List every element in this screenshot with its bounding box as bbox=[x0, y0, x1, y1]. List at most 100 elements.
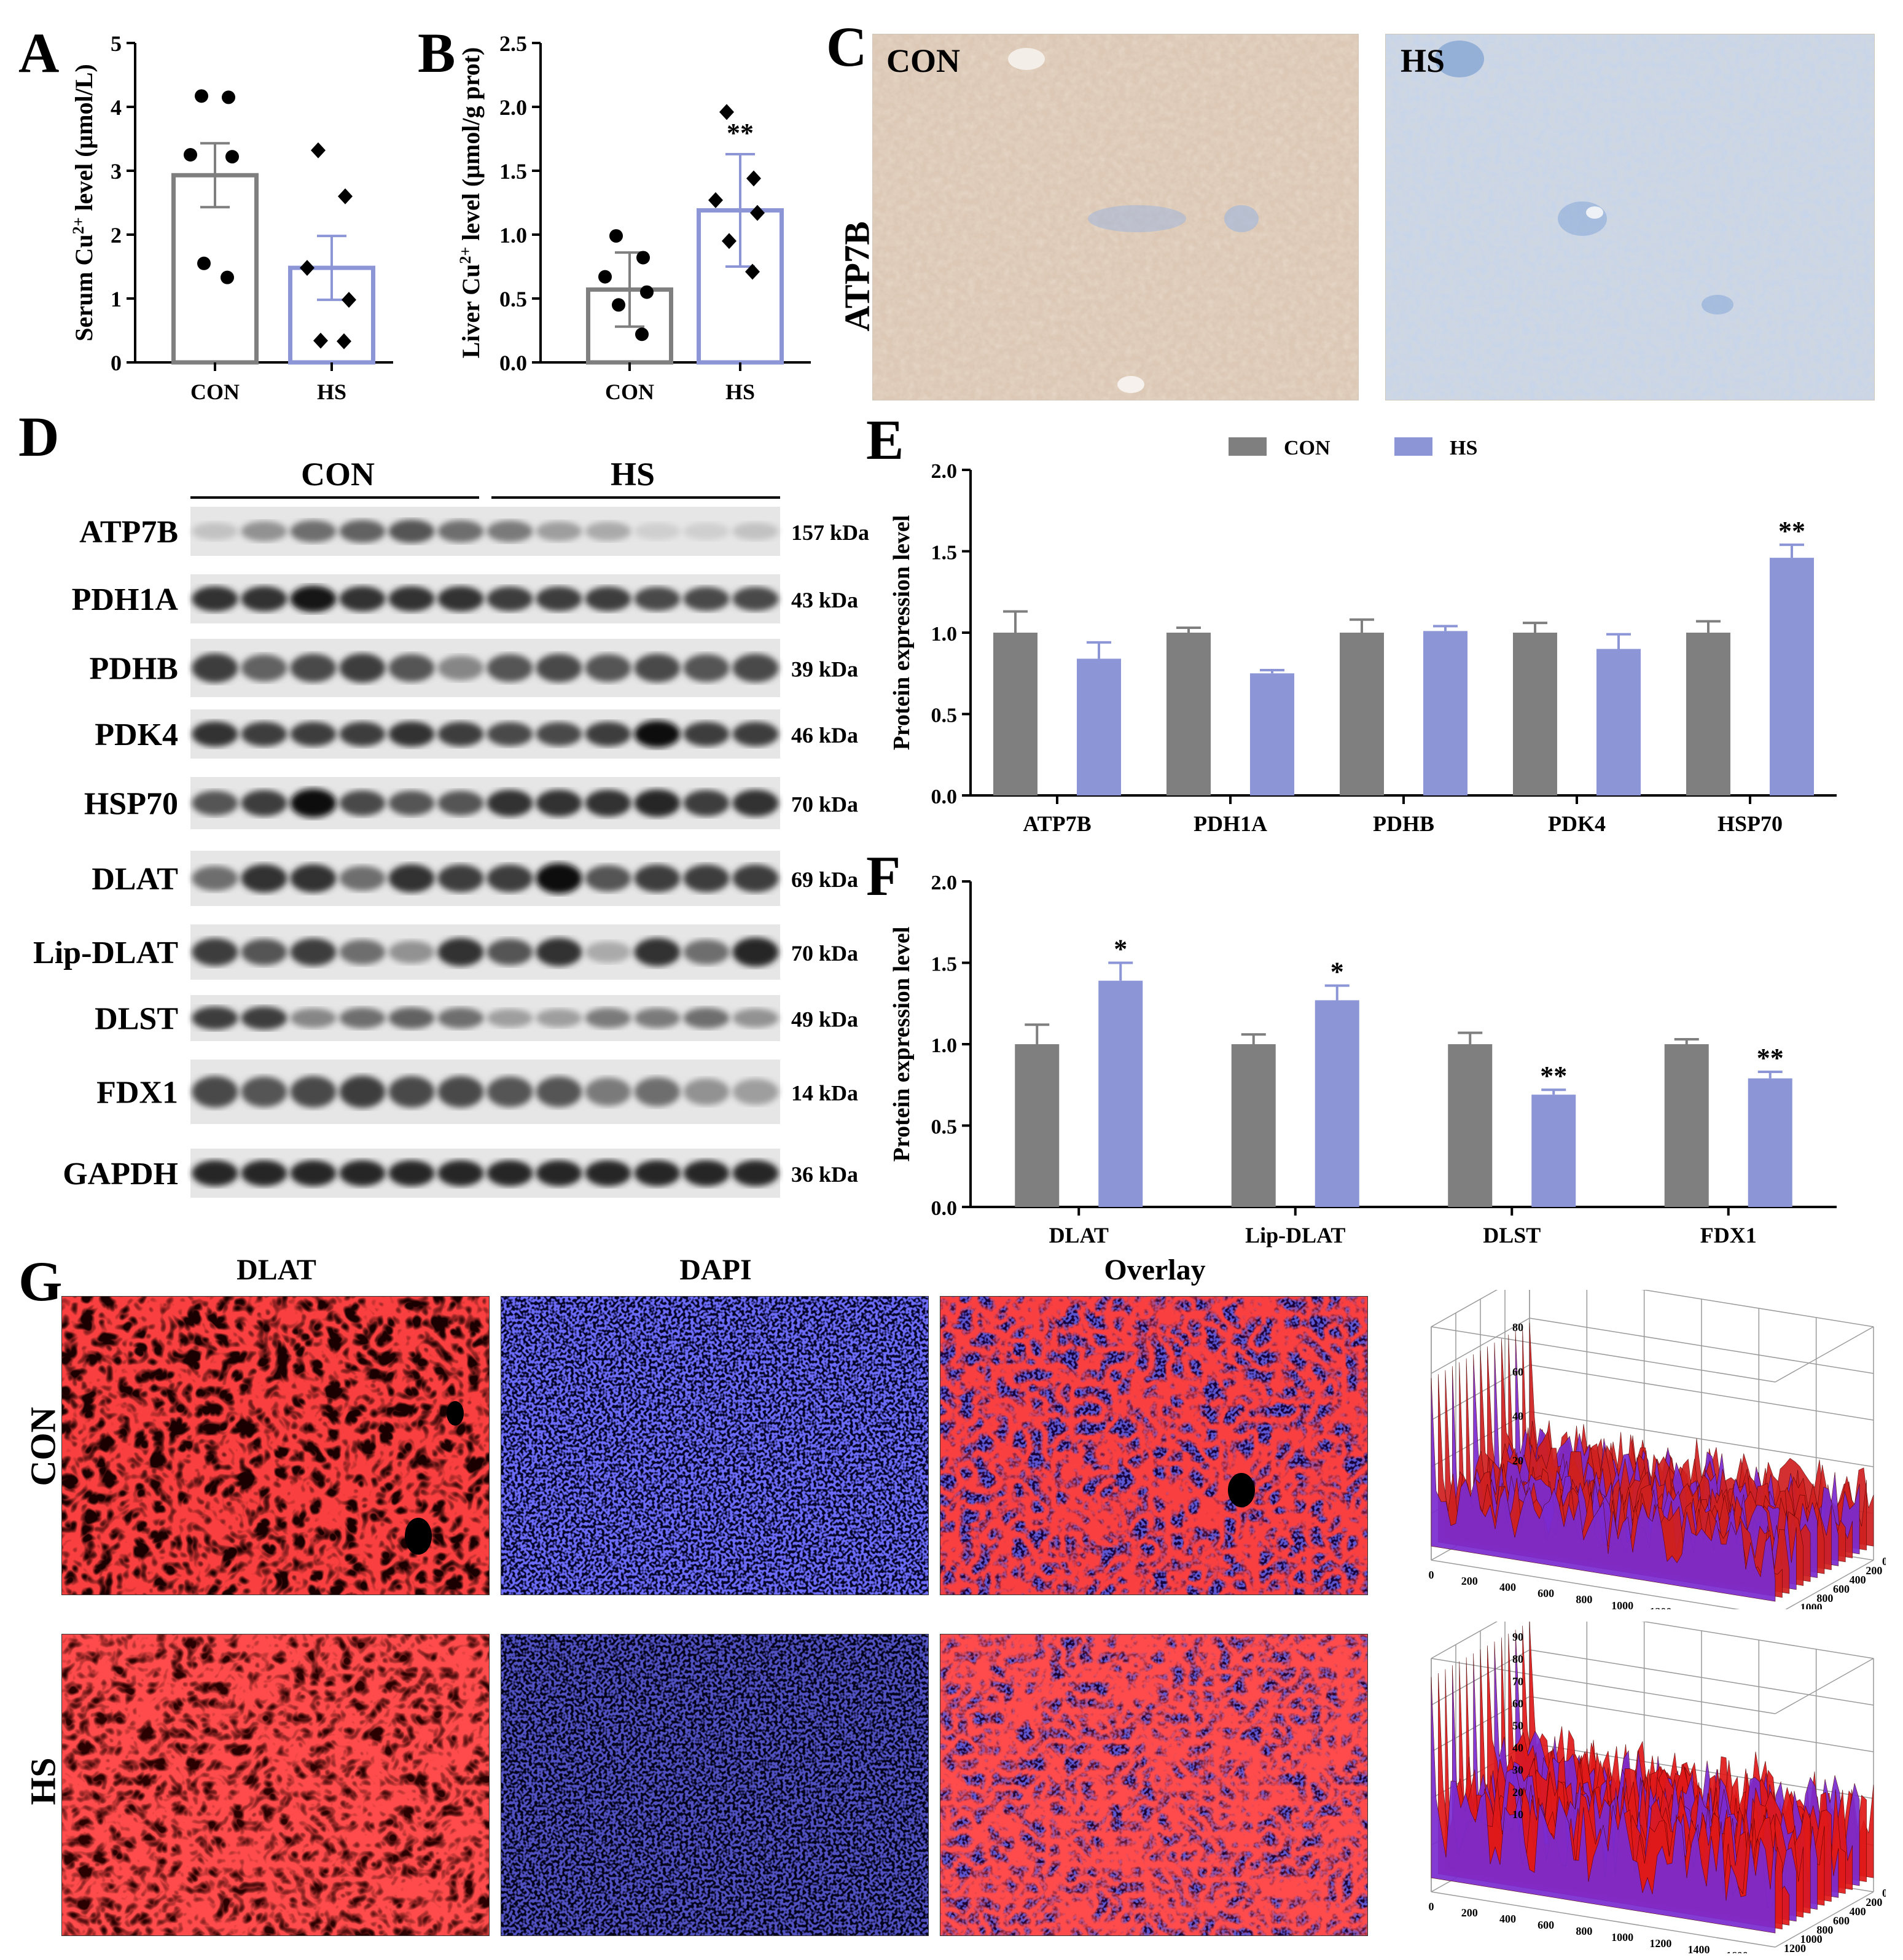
bar bbox=[1513, 633, 1557, 795]
blot-band bbox=[486, 520, 533, 542]
chart-liver-cu: 0.0 0.5 1.0 1.5 2.0 2.5 Liver Cu2+ level (μmol… bbox=[456, 31, 811, 404]
data-point bbox=[708, 192, 723, 208]
blot-band bbox=[486, 587, 533, 611]
y-tick-label: 1.0 bbox=[931, 1034, 958, 1057]
blot-band bbox=[192, 586, 238, 612]
x-tick-label: CON bbox=[190, 380, 240, 404]
y-tick-label: 0.5 bbox=[931, 705, 958, 727]
chart-protein-expression-e: 0.0 0.5 1.0 1.5 2.0 Protein expression level A… bbox=[889, 437, 1837, 836]
blot-band bbox=[388, 791, 435, 816]
x-tick-label: CON bbox=[605, 380, 654, 404]
blot-membrane bbox=[190, 851, 780, 906]
if-col-label-dapi: DAPI bbox=[679, 1254, 752, 1286]
blot-band bbox=[388, 940, 435, 964]
blot-band bbox=[732, 937, 779, 967]
y-tick-label: 1200 bbox=[1784, 1942, 1806, 1953]
blot-band bbox=[634, 937, 681, 967]
z-tick-label: 20 bbox=[1512, 1786, 1523, 1798]
blot-band bbox=[388, 864, 435, 893]
blot-band bbox=[192, 1006, 238, 1030]
bar bbox=[1448, 1044, 1493, 1207]
blot-band bbox=[683, 654, 730, 682]
data-point bbox=[197, 256, 211, 270]
y-tick-label: 0.5 bbox=[931, 1116, 958, 1139]
blot-band bbox=[339, 865, 386, 891]
data-point bbox=[746, 170, 761, 187]
x-tick-label: 800 bbox=[1576, 1593, 1592, 1606]
blot-band bbox=[634, 864, 681, 892]
data-point bbox=[342, 292, 356, 308]
y-tick-label: 1.0 bbox=[499, 223, 527, 248]
if-hs-overlay bbox=[940, 1634, 1368, 1936]
blot-band bbox=[634, 523, 681, 540]
blot-band bbox=[585, 789, 631, 817]
blot-band bbox=[634, 587, 681, 611]
blot-band bbox=[241, 521, 287, 542]
significance-mark: ** bbox=[1778, 516, 1805, 546]
bar bbox=[1423, 631, 1467, 795]
ihc-hs-label: HS bbox=[1401, 42, 1445, 79]
if-con-dapi bbox=[501, 1296, 929, 1595]
blot-membrane bbox=[190, 507, 780, 556]
bar bbox=[1748, 1078, 1792, 1207]
x-tick-label: PDHB bbox=[1373, 811, 1434, 836]
blot-size-label: 14 kDa bbox=[791, 1081, 858, 1106]
blot-band bbox=[388, 1160, 435, 1186]
blot-size-label: 70 kDa bbox=[791, 941, 858, 966]
data-point bbox=[300, 260, 315, 276]
y-tick-label: 5 bbox=[111, 31, 122, 56]
x-tick-label: PDK4 bbox=[1548, 811, 1606, 836]
blot-band bbox=[634, 654, 681, 682]
blot-band bbox=[388, 721, 435, 747]
data-point bbox=[313, 332, 328, 349]
blot-protein-label: GAPDH bbox=[63, 1157, 178, 1192]
x-tick-label: 1400 bbox=[1688, 1943, 1710, 1953]
blot-band bbox=[192, 522, 238, 541]
blot-band bbox=[339, 1007, 386, 1029]
y-tick-label: 4 bbox=[111, 95, 122, 120]
y-tick-label: 0.0 bbox=[931, 786, 958, 808]
y-tick-label: 1000 bbox=[1800, 1601, 1823, 1609]
blot-band bbox=[536, 1009, 582, 1028]
blot-band bbox=[241, 722, 287, 746]
data-point bbox=[184, 148, 197, 162]
z-tick-label: 90 bbox=[1512, 1631, 1523, 1643]
blot-band bbox=[732, 864, 779, 892]
x-tick-label: Lip-DLAT bbox=[1245, 1223, 1345, 1247]
blot-band bbox=[241, 864, 287, 893]
blot-band bbox=[192, 721, 238, 747]
blot-band bbox=[339, 1160, 386, 1186]
y-tick-label: 0 bbox=[1882, 1555, 1886, 1568]
blot-membrane bbox=[190, 995, 780, 1041]
x-tick-label: PDH1A bbox=[1194, 811, 1267, 836]
data-point bbox=[337, 333, 351, 349]
x-tick-label: HSP70 bbox=[1717, 811, 1783, 836]
blot-band bbox=[290, 520, 337, 542]
blot-band bbox=[241, 939, 287, 966]
grid-line bbox=[1529, 1318, 1874, 1374]
x-tick-label: 1200 bbox=[1649, 1606, 1671, 1609]
blot-band bbox=[732, 722, 779, 746]
y-axis-label: Serum Cu2+ level (μmol/L) bbox=[69, 64, 98, 342]
blot-band bbox=[732, 1160, 779, 1186]
blot-band bbox=[732, 789, 779, 817]
x-tick-label: 1200 bbox=[1649, 1937, 1671, 1950]
legend-label: CON bbox=[1284, 437, 1331, 459]
blot-band bbox=[486, 722, 533, 746]
blot-band bbox=[536, 1076, 582, 1107]
blot-band bbox=[192, 865, 238, 891]
data-point bbox=[722, 233, 737, 249]
x-tick-label: 800 bbox=[1576, 1925, 1592, 1937]
blot-band bbox=[683, 1007, 730, 1029]
blot-band bbox=[585, 1077, 631, 1106]
blot-size-label: 36 kDa bbox=[791, 1162, 858, 1187]
blot-band bbox=[634, 1008, 681, 1028]
z-tick-label: 10 bbox=[1512, 1808, 1523, 1821]
surface-strip bbox=[1431, 1677, 1776, 1934]
blot-band bbox=[634, 1160, 681, 1186]
ihc-image-hs: HS bbox=[1385, 34, 1875, 400]
blot-protein-label: HSP70 bbox=[84, 787, 178, 822]
blot-band bbox=[536, 722, 582, 746]
blot-size-label: 49 kDa bbox=[791, 1007, 858, 1032]
blot-band bbox=[585, 1160, 631, 1186]
